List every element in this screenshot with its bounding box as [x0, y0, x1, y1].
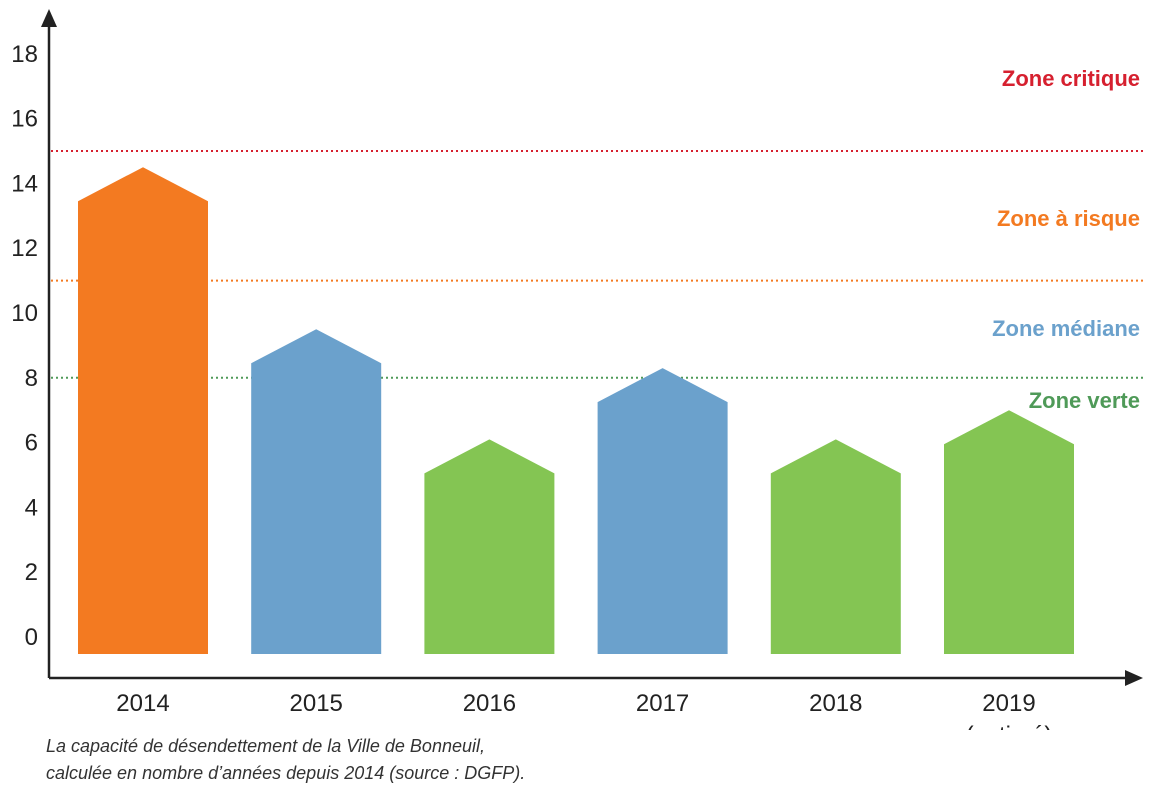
- x-tick-label: 2015: [290, 690, 343, 717]
- y-tick-label: 16: [11, 106, 38, 133]
- zone-label: Zone à risque: [997, 206, 1140, 231]
- x-tick-label: 2018: [809, 690, 862, 717]
- y-tick-label: 14: [11, 170, 38, 197]
- y-tick-label: 4: [25, 494, 38, 521]
- y-tick-labels: 0 2 4 6 8 10 12 14 16 18: [11, 41, 38, 651]
- zone-label: Zone médiane: [992, 316, 1140, 341]
- x-tick-labels: 2014 2015 2016 2017 2018 2019(estimé): [116, 690, 1052, 730]
- caption-line-2: calculée en nombre d’années depuis 2014 …: [46, 763, 526, 783]
- chart-caption: La capacité de désendettement de la Vill…: [46, 733, 525, 787]
- axes: [41, 9, 1143, 686]
- x-axis-arrow-icon: [1125, 670, 1143, 686]
- bar-2019: [944, 410, 1074, 654]
- bar-2015: [251, 329, 382, 654]
- zone-label: Zone verte: [1029, 388, 1140, 413]
- bar-2016: [424, 439, 555, 654]
- y-tick-label: 8: [25, 365, 38, 392]
- zone-label: Zone critique: [1002, 66, 1140, 91]
- y-tick-label: 2: [25, 559, 38, 586]
- y-tick-label: 0: [25, 624, 38, 651]
- x-tick-label: 2017: [636, 690, 689, 717]
- bar-2014: [78, 167, 208, 654]
- caption-line-1: La capacité de désendettement de la Vill…: [46, 736, 485, 756]
- x-tick-label: 2016: [463, 690, 516, 717]
- zone-labels: Zone critique Zone à risque Zone médiane Zo…: [992, 66, 1140, 413]
- bar-2018: [770, 439, 901, 654]
- threshold-lines: [51, 150, 1143, 379]
- y-tick-label: 12: [11, 235, 38, 262]
- y-tick-label: 18: [11, 41, 38, 68]
- bars: [78, 167, 1074, 654]
- y-tick-label: 6: [25, 430, 38, 457]
- y-axis-arrow-icon: [41, 9, 57, 27]
- bar-2017: [597, 368, 728, 654]
- y-tick-label: 10: [11, 300, 38, 327]
- x-tick-label: 2019(estimé): [966, 690, 1053, 730]
- x-tick-label: 2014: [116, 690, 169, 717]
- bar-chart: 0 2 4 6 8 10 12 14 16 18 2014 2015 2016 2017 2018 2019…: [11, 9, 1143, 730]
